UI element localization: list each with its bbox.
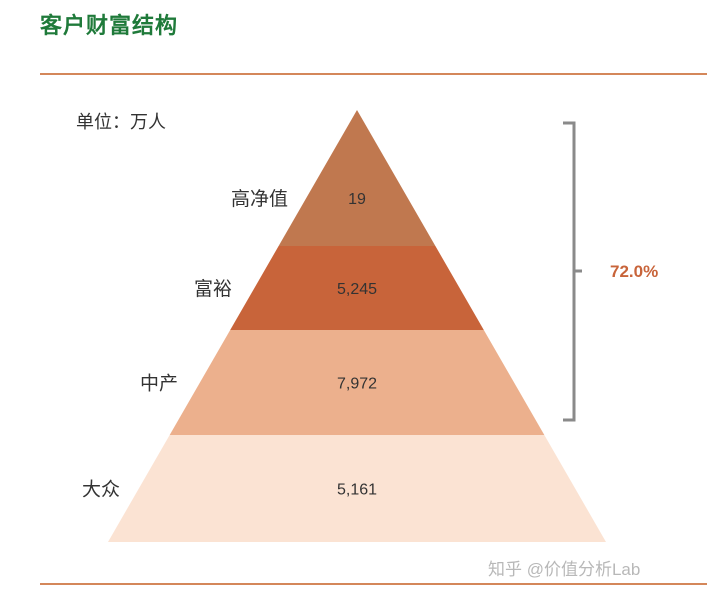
top-divider [40, 73, 707, 75]
pyramid-layers [108, 110, 606, 542]
category-label-2: 富裕 [194, 278, 232, 300]
value-label-2: 5,245 [337, 281, 377, 298]
category-label-4: 大众 [82, 479, 120, 501]
pyramid-layer-4 [108, 435, 606, 542]
pyramid-layer-1 [278, 110, 436, 246]
share-bracket: 72.0% [563, 121, 658, 422]
pyramid-layer-3 [169, 330, 545, 435]
value-label-1: 19 [348, 191, 366, 208]
value-label-3: 7,972 [337, 376, 377, 393]
bottom-divider [40, 583, 707, 585]
page-title: 客户财富结构 [40, 13, 179, 38]
share-bracket-label: 72.0% [610, 262, 658, 281]
category-label-1: 高净值 [231, 188, 288, 210]
pyramid-layer-2 [230, 246, 484, 330]
value-labels: 19 5,245 7,972 5,161 [337, 191, 377, 499]
unit-label: 单位：万人 [76, 112, 166, 132]
category-label-3: 中产 [140, 373, 178, 395]
share-bracket-line [563, 121, 582, 422]
value-label-4: 5,161 [337, 482, 377, 499]
watermark: 知乎 @价值分析Lab [488, 560, 641, 579]
